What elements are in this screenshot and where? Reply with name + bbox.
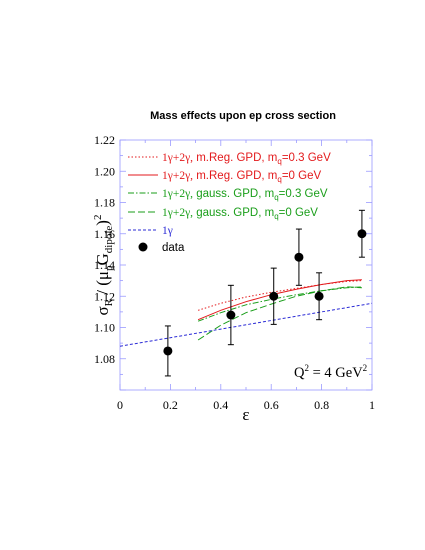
legend-sym-gauss-0: 1γ+2γ, [162,207,193,219]
legend-tail-mreg-0: =0 GeV [282,170,322,182]
legend-sub-mreg-03: q [277,157,281,166]
series-line-4 [119,302,373,347]
legend-text-data: data [162,242,185,254]
y-tick-label: 1.10 [94,321,115,335]
data-point [357,229,367,239]
chart-title: Mass effects upon ep cross section [150,110,336,122]
x-tick-label: 0.2 [163,398,178,412]
data-point [226,310,236,320]
legend-sym-1gamma: 1γ [162,225,173,237]
legend-sub-gauss-03: q [274,193,278,202]
q2-annotation: Q2 = 4 GeV2 [294,363,367,381]
svg-text:σR / (μpGdipole)2: σR / (μpGdipole)2 [92,215,115,316]
x-tick-label: 0.6 [264,398,279,412]
legend-sub-mreg-0: q [277,175,281,184]
y-label-sigma-sub: R [103,298,115,306]
x-tick-label: 0.4 [213,398,228,412]
y-label-close: ) [93,220,112,226]
data-points [163,209,367,377]
svg-text:1γ+2γ, m.Reg. GPD, mq=0 GeV: 1γ+2γ, m.Reg. GPD, mq=0 GeV [162,170,321,184]
data-point [163,346,173,356]
y-axis-label: σR / (μpGdipole)2 [92,215,115,316]
legend-tail-gauss-0: =0 GeV [279,207,319,219]
svg-text:1γ+2γ, gauss. GPD, mq=0.3 GeV: 1γ+2γ, gauss. GPD, mq=0.3 GeV [162,188,328,202]
legend-text-gauss-0: gauss. GPD, m [193,207,274,219]
y-label-sigma: σ [93,306,112,315]
legend-text-mreg-0: m.Reg. GPD, m [193,170,277,182]
legend-entry-mreg-0: 1γ+2γ, m.Reg. GPD, mq=0 GeV [128,170,321,184]
y-tick-label: 1.12 [94,289,115,303]
x-tick-label: 1 [369,398,375,412]
series-lines [119,279,373,347]
x-tick-label: 0 [117,398,123,412]
legend-entry-1gamma: 1γ [128,225,173,237]
svg-text:1γ+2γ, m.Reg. GPD, mq=0.3 GeV: 1γ+2γ, m.Reg. GPD, mq=0.3 GeV [162,152,331,166]
legend-tail-gauss-03: =0.3 GeV [279,188,328,200]
y-tick-label: 1.18 [94,196,115,210]
series-line-1 [197,279,362,321]
q2-sup2: 2 [363,363,368,373]
legend-sym-gauss-03: 1γ+2γ, [162,188,193,200]
series-line-2 [197,286,362,322]
x-tick-labels: 0 0.2 0.4 0.6 0.8 1 [117,398,375,412]
x-tick-label: 0.8 [314,398,329,412]
y-tick-label: 1.08 [94,352,115,366]
y-tick-labels: 1.08 1.10 1.12 1.14 1.16 1.18 1.20 1.22 [94,133,115,366]
y-label-g-sub: dipole [103,226,115,254]
y-label-g: G [93,253,112,265]
y-tick-label: 1.22 [94,133,115,147]
legend-sub-gauss-0: q [274,212,278,221]
legend-sym-mreg-0: 1γ+2γ, [162,170,193,182]
legend-text-mreg-03: m.Reg. GPD, m [193,152,277,164]
y-label-mid: / (μ [93,271,112,299]
data-point [269,291,279,301]
legend: 1γ+2γ, m.Reg. GPD, mq=0.3 GeV 1γ+2γ, m.R… [128,152,331,254]
y-tick-label: 1.14 [94,258,115,272]
legend-tail-mreg-03: =0.3 GeV [282,152,331,164]
svg-text:1γ: 1γ [162,225,173,237]
data-point [314,291,324,301]
legend-entry-gauss-03: 1γ+2γ, gauss. GPD, mq=0.3 GeV [128,188,328,202]
svg-text:1γ+2γ, gauss. GPD, mq=0 GeV: 1γ+2γ, gauss. GPD, mq=0 GeV [162,207,318,221]
series-line-0 [197,280,362,311]
y-label-mu-sub: p [103,265,115,271]
legend-entry-mreg-03: 1γ+2γ, m.Reg. GPD, mq=0.3 GeV [128,152,331,166]
axis-ticks [119,139,373,391]
series-line-3 [197,286,362,341]
y-tick-label: 1.20 [94,164,115,178]
q2-mid: = 4 GeV [309,365,363,381]
q2-sup1: 2 [304,363,309,373]
y-tick-label: 1.16 [94,227,115,241]
legend-entry-data: data [138,242,185,254]
x-axis-label: ε [242,405,249,424]
legend-sym-mreg-03: 1γ+2γ, [162,152,193,164]
legend-text-gauss-03: gauss. GPD, m [193,188,274,200]
data-point [294,252,304,262]
legend-marker-data [138,242,148,252]
q2-prefix: Q [294,365,305,381]
legend-entry-gauss-0: 1γ+2γ, gauss. GPD, mq=0 GeV [128,207,318,221]
y-label-sup: 2 [92,215,104,221]
